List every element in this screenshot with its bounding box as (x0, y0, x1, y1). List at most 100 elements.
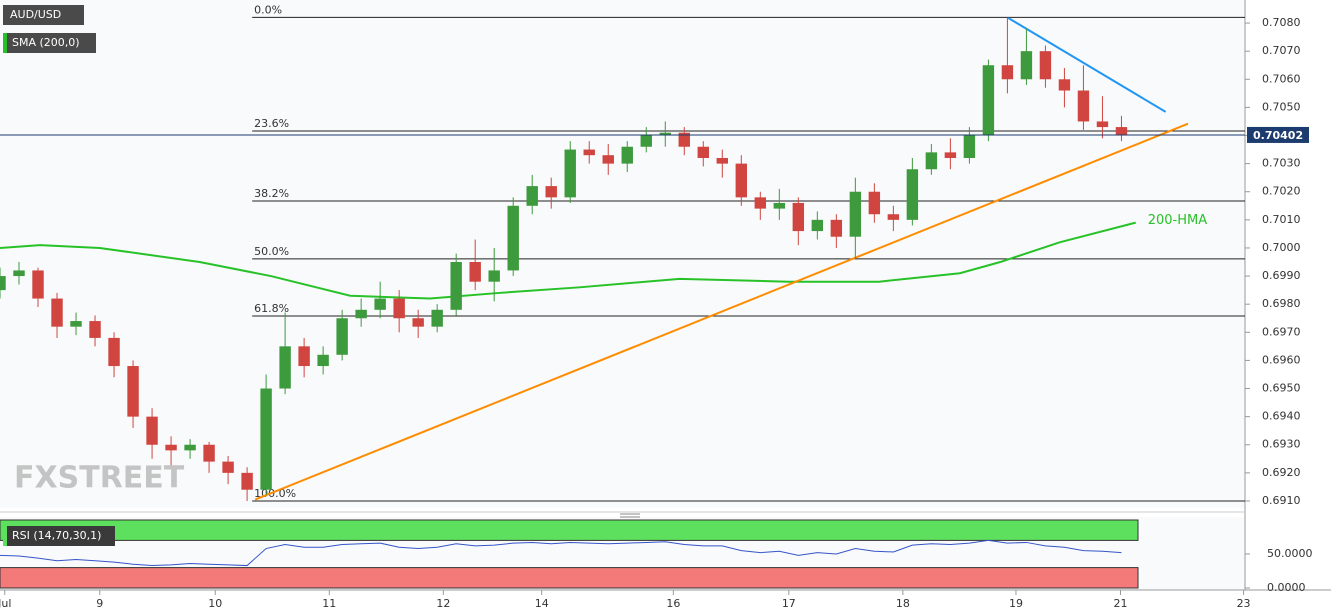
trendline (1007, 17, 1167, 113)
y-tick-label: 0.7070 (1262, 44, 1301, 57)
candle-body (317, 354, 329, 367)
candle-body (849, 191, 862, 237)
candle-body (583, 149, 595, 156)
candle-body (925, 152, 938, 170)
candle-body (260, 388, 272, 490)
candle-body (1077, 90, 1090, 122)
candle-body (1115, 127, 1128, 135)
candle-body (298, 346, 310, 367)
fib-label: 0.0% (254, 3, 282, 16)
rsi-swatch (3, 526, 7, 546)
legend-badge (3, 5, 84, 25)
rsi-y-tick-label: 50.0000 (1267, 547, 1313, 560)
candle-body (754, 197, 767, 209)
candle-body (89, 321, 101, 338)
x-tick-label: 21 (1114, 597, 1128, 610)
x-tick-label: Jul (0, 597, 11, 610)
candle-body (355, 309, 367, 319)
candle-body (108, 337, 120, 367)
candle-body (811, 219, 824, 232)
rsi-line (0, 539, 1122, 567)
candle-body (1058, 79, 1071, 91)
y-tick-label: 0.7060 (1262, 72, 1301, 85)
candle-body (507, 205, 519, 271)
candle-body (678, 132, 690, 147)
candle-body (127, 366, 139, 417)
y-tick-label: 0.6950 (1262, 382, 1301, 395)
candle-body (469, 262, 481, 282)
rsi-oversold-band (0, 567, 1139, 589)
rsi-label: RSI (14,70,30,1) (12, 529, 101, 542)
x-tick-label: 9 (96, 597, 103, 610)
fib-label: 50.0% (254, 245, 289, 258)
candle-body (431, 309, 443, 327)
candle-body (393, 298, 405, 319)
y-tick-label: 0.7080 (1262, 16, 1301, 29)
candle-body (716, 157, 728, 164)
candle-body (222, 461, 234, 473)
candle-body (70, 321, 82, 327)
candle-body (868, 191, 881, 215)
candle-body (279, 346, 291, 389)
y-tick-label: 0.7030 (1262, 157, 1301, 170)
watermark: FXSTREET (14, 461, 185, 496)
candle-body (830, 219, 843, 237)
y-tick-label: 0.6980 (1262, 297, 1301, 310)
last-price-box (1247, 126, 1309, 143)
legend-label: SMA (200,0) (12, 36, 80, 49)
candle-body (450, 262, 462, 310)
candle-body (13, 270, 25, 277)
candle-body (241, 472, 253, 490)
y-tick-label: 0.6920 (1262, 466, 1301, 479)
rsi-badge (3, 526, 115, 546)
x-tick-label: 18 (896, 597, 910, 610)
candle-body (336, 318, 348, 355)
y-tick-label: 0.7020 (1262, 185, 1301, 198)
rsi-overbought-band (0, 519, 1139, 541)
candle-body (412, 318, 424, 327)
y-tick-label: 0.6940 (1262, 410, 1301, 423)
candle-body (773, 202, 786, 209)
y-tick-label: 0.6910 (1262, 494, 1301, 507)
candle-body (165, 444, 177, 451)
series-annotation: 200-HMA (1148, 213, 1207, 228)
fib-label: 38.2% (254, 187, 289, 200)
y-tick-label: 0.7010 (1262, 213, 1301, 226)
x-tick-label: 14 (535, 597, 549, 610)
candle-body (982, 65, 995, 136)
x-tick-label: 16 (666, 597, 680, 610)
candle-body (1039, 51, 1052, 80)
x-tick-label: 23 (1237, 597, 1251, 610)
candle-body (0, 276, 6, 291)
legend-swatch (3, 33, 7, 53)
candle-body (659, 132, 671, 136)
x-tick-label: 17 (782, 597, 796, 610)
candle-body (203, 444, 215, 462)
candle-body (184, 444, 196, 451)
candle-body (374, 298, 386, 310)
main-panel (0, 0, 1245, 508)
candle-body (1096, 121, 1109, 128)
x-tick-label: 10 (208, 597, 222, 610)
candle-body (602, 155, 614, 164)
candle-body (887, 214, 900, 220)
candle-body (526, 186, 538, 206)
rsi-y-tick-label: 0.0000 (1267, 581, 1306, 594)
candle-body (906, 169, 919, 220)
fib-label: 61.8% (254, 302, 289, 315)
candle-body (621, 146, 633, 164)
candle-body (697, 146, 709, 158)
y-tick-label: 0.6990 (1262, 269, 1301, 282)
candle-body (146, 416, 158, 445)
fib-label: 23.6% (254, 117, 289, 130)
x-tick-label: 12 (436, 597, 450, 610)
candle-body (32, 270, 44, 299)
candle-body (792, 202, 805, 232)
trendline (254, 122, 1189, 501)
candle-body (640, 135, 652, 147)
candle-body (488, 270, 500, 282)
legend-label: AUD/USD (10, 8, 61, 21)
candle-body (1001, 65, 1014, 80)
